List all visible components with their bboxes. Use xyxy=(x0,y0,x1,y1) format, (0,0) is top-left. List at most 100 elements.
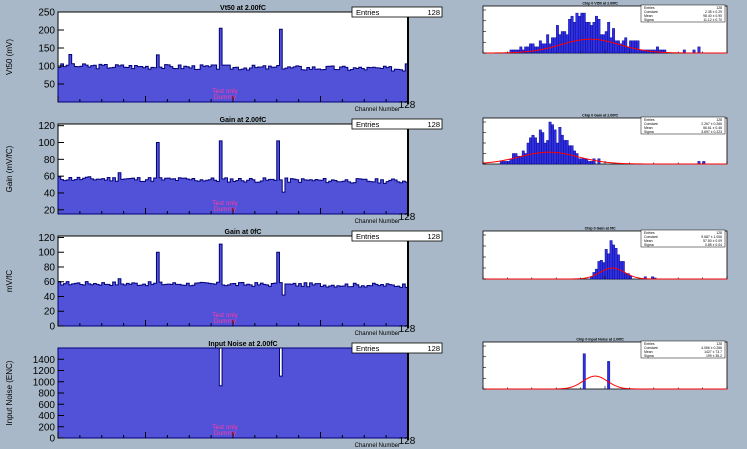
channel-bar xyxy=(310,180,313,214)
stats-value: 128 xyxy=(427,232,440,241)
channel-bar xyxy=(342,348,345,438)
channel-bar xyxy=(126,348,129,438)
channel-bar xyxy=(362,69,365,102)
channel-bar xyxy=(383,183,386,214)
summary-stat-value: 3.697 ± 0.223 xyxy=(701,130,722,134)
stats-box: Entries 128 xyxy=(351,342,443,354)
x-axis-label: Channel Number xyxy=(355,107,400,113)
watermark-line2: Dummy xyxy=(214,206,237,213)
channel-bar xyxy=(315,348,318,438)
channel-bar xyxy=(370,286,373,326)
channel-bar xyxy=(299,182,302,214)
summary-bar xyxy=(568,19,572,54)
channel-bar xyxy=(263,284,266,326)
summary-bar xyxy=(543,142,547,165)
channel-bar xyxy=(137,285,140,326)
channel-bar xyxy=(77,67,80,102)
summary-bar xyxy=(529,137,532,165)
channel-bar xyxy=(299,348,302,438)
channel-bar xyxy=(156,143,159,215)
channel-bar xyxy=(165,65,168,102)
channel-bar xyxy=(69,54,72,102)
channel-bar xyxy=(312,285,315,326)
channel-bar xyxy=(356,179,359,214)
channel-bar xyxy=(85,282,88,326)
summary-bar xyxy=(556,142,559,165)
summary-stat-label: Entries xyxy=(644,342,655,346)
summary-bar xyxy=(621,40,625,54)
summary-bar xyxy=(582,12,586,54)
y-axis-label: Gain (mV/fC) xyxy=(5,145,14,192)
channel-bar xyxy=(129,348,132,438)
channel-bar xyxy=(334,70,337,102)
channel-bar xyxy=(113,67,116,102)
y-tick-label: 100 xyxy=(38,62,55,73)
channel-bar xyxy=(326,183,329,214)
x-axis-label: Channel Number xyxy=(355,331,400,337)
channel-bar xyxy=(375,179,378,214)
channel-bar xyxy=(252,180,255,214)
summary-bar xyxy=(634,40,637,54)
channel-bar xyxy=(403,71,406,102)
channel-bar xyxy=(351,287,354,326)
channel-bar xyxy=(203,181,206,214)
summary-bar xyxy=(624,37,628,54)
summary-bar xyxy=(624,273,628,280)
channel-bar xyxy=(140,285,143,326)
gaussian-fit-curve xyxy=(483,267,727,280)
summary-bar xyxy=(560,31,564,54)
stats-box: Entries 128 xyxy=(351,6,443,18)
channel-bar xyxy=(279,376,282,438)
channel-bar xyxy=(126,179,129,214)
channel-bar xyxy=(137,178,140,214)
channel-bar xyxy=(176,348,179,438)
channel-bar xyxy=(307,348,310,438)
channel-bar xyxy=(359,179,362,214)
channel-bar xyxy=(63,181,66,214)
channel-bar xyxy=(318,284,321,326)
channel-bar xyxy=(124,348,127,438)
x-end-label: 128 xyxy=(399,436,416,447)
channel-bar xyxy=(72,284,75,326)
summary-bar xyxy=(538,129,542,165)
summary-bar xyxy=(526,142,530,165)
watermark-line1: Test only xyxy=(212,424,238,431)
channel-bar xyxy=(184,285,187,326)
channel-bar xyxy=(146,286,149,326)
stats-value: 128 xyxy=(427,344,440,353)
summary-bar xyxy=(580,12,584,54)
channel-bar xyxy=(258,182,261,214)
channel-bar xyxy=(113,282,116,326)
y-tick-label: 0 xyxy=(49,434,55,445)
channel-bar xyxy=(247,348,250,438)
channel-bar xyxy=(200,65,203,102)
channel-bar xyxy=(206,66,209,102)
channel-bar xyxy=(359,348,362,438)
channel-bar xyxy=(249,178,252,214)
summary-bar xyxy=(556,25,559,54)
y-tick-label: 120 xyxy=(38,121,55,132)
channel-bar xyxy=(353,68,356,102)
stats-label: Entries xyxy=(356,344,380,353)
y-tick-label: 1000 xyxy=(33,377,56,388)
summary-bar xyxy=(629,40,633,54)
x-end-label: 128 xyxy=(399,212,416,223)
channel-bar xyxy=(312,67,315,102)
channel-bar xyxy=(342,66,345,102)
channel-bar xyxy=(129,65,132,102)
channel-bar xyxy=(269,66,272,102)
channel-bar xyxy=(74,180,77,214)
channel-bar xyxy=(345,348,348,438)
channel-bar xyxy=(285,178,288,214)
summary-stat-label: Sigma xyxy=(644,18,654,22)
channel-bar xyxy=(293,348,296,438)
channel-bar xyxy=(260,67,263,102)
channel-bar xyxy=(331,180,334,214)
channel-bar xyxy=(307,180,310,214)
stats-label: Entries xyxy=(356,232,380,241)
summary-stat-value: 128 xyxy=(716,342,722,346)
channel-bar xyxy=(310,69,313,102)
summary-stat-label: Constant xyxy=(644,235,658,239)
channel-bar xyxy=(359,67,362,102)
channel-bar xyxy=(151,181,154,214)
